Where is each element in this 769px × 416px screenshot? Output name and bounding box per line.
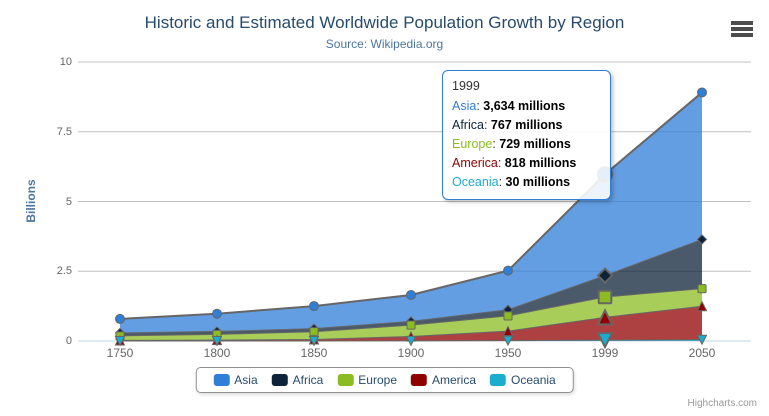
- tooltip-row: Asia: 3,634 millions: [452, 99, 566, 113]
- legend-swatch-icon: [271, 374, 288, 386]
- x-axis-label: 1850: [300, 346, 328, 360]
- marker-asia[interactable]: [406, 289, 416, 300]
- x-axis-label: 1999: [591, 346, 619, 360]
- tooltip-row: Africa: 767 millions: [452, 118, 563, 132]
- y-axis-label: 7.5: [56, 125, 72, 138]
- marker-africa[interactable]: [696, 234, 708, 245]
- marker-europe[interactable]: [597, 289, 613, 305]
- legend-swatch-icon: [411, 374, 428, 386]
- marker-oceania[interactable]: [405, 335, 417, 347]
- tooltip: 1999 Asia: 3,634 millions Africa: 767 mil…: [442, 70, 611, 200]
- legend: Asia Africa Europe America Oceania: [195, 367, 574, 393]
- marker-europe[interactable]: [503, 311, 513, 321]
- legend-label: Europe: [358, 373, 398, 387]
- x-axis-label: 1750: [106, 346, 134, 360]
- context-menu-button[interactable]: [731, 21, 753, 39]
- legend-item-africa[interactable]: Africa: [271, 373, 324, 387]
- legend-label: Africa: [292, 373, 324, 387]
- x-axis-label: 1950: [494, 346, 522, 360]
- legend-item-oceania[interactable]: Oceania: [490, 373, 556, 387]
- marker-america[interactable]: [596, 308, 614, 326]
- tooltip-series-name: Asia: [452, 99, 477, 113]
- y-axis-label: 10: [59, 56, 72, 68]
- marker-asia[interactable]: [115, 313, 125, 324]
- tooltip-series-value: 3,634 millions: [483, 99, 566, 113]
- marker-oceania[interactable]: [502, 335, 514, 347]
- marker-europe[interactable]: [406, 320, 416, 330]
- marker-oceania[interactable]: [696, 334, 708, 346]
- legend-item-asia[interactable]: Asia: [213, 373, 258, 387]
- hamburger-icon: [731, 33, 753, 37]
- legend-swatch-icon: [490, 374, 507, 386]
- x-axis-label: 1900: [397, 346, 425, 360]
- x-axis-label: 1800: [203, 346, 231, 360]
- tooltip-series-name: Oceania: [452, 175, 499, 189]
- legend-label: Oceania: [511, 373, 556, 387]
- marker-europe[interactable]: [697, 284, 707, 294]
- hamburger-icon: [731, 21, 753, 25]
- marker-oceania[interactable]: [114, 335, 126, 347]
- tooltip-series-value: 767 millions: [490, 118, 563, 132]
- y-axis-label: 2.5: [56, 265, 72, 278]
- legend-label: Asia: [234, 373, 258, 387]
- tooltip-header: 1999: [452, 79, 480, 93]
- y-axis-label: 0: [65, 335, 72, 347]
- area-africa: [120, 239, 702, 336]
- chart-subtitle: Source: Wikipedia.org: [325, 37, 444, 51]
- marker-asia[interactable]: [309, 301, 319, 312]
- tooltip-rows: Asia: 3,634 millions Africa: 767 millions…: [452, 97, 600, 192]
- marker-oceania[interactable]: [596, 332, 614, 350]
- legend-swatch-icon: [213, 374, 230, 386]
- marker-asia[interactable]: [503, 265, 513, 276]
- y-axis-label: 5: [65, 195, 72, 208]
- marker-oceania[interactable]: [211, 335, 223, 347]
- marker-asia[interactable]: [212, 308, 222, 319]
- tooltip-series-value: 729 millions: [499, 137, 571, 151]
- tooltip-row: Oceania: 30 millions: [452, 175, 571, 189]
- area-america: [120, 306, 702, 341]
- tooltip-series-value: 818 millions: [504, 156, 577, 170]
- marker-oceania[interactable]: [308, 335, 320, 347]
- marker-africa[interactable]: [596, 267, 614, 285]
- chart-title: Historic and Estimated Worldwide Populat…: [144, 13, 625, 32]
- legend-item-america[interactable]: America: [411, 373, 476, 387]
- tooltip-series-name: America: [452, 156, 498, 170]
- marker-asia[interactable]: [697, 87, 707, 98]
- legend-swatch-icon: [337, 374, 354, 386]
- credits-link[interactable]: Highcharts.com: [687, 398, 757, 409]
- legend-label: America: [432, 373, 477, 387]
- legend-item-europe[interactable]: Europe: [337, 373, 397, 387]
- tooltip-row: America: 818 millions: [452, 156, 577, 170]
- tooltip-row: Europe: 729 millions: [452, 137, 571, 151]
- hamburger-icon: [731, 27, 753, 31]
- tooltip-series-name: Africa: [452, 118, 484, 132]
- marker-america[interactable]: [696, 300, 708, 312]
- x-axis-label: 2050: [688, 346, 716, 360]
- tooltip-series-name: Europe: [452, 137, 493, 151]
- tooltip-series-value: 30 millions: [505, 175, 571, 189]
- area-asia: [120, 92, 702, 333]
